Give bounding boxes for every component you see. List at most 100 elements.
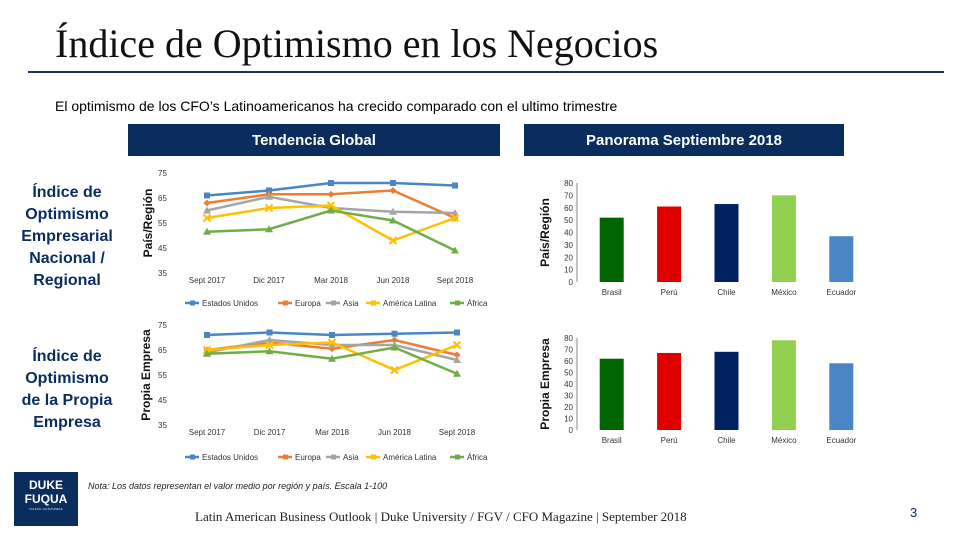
- legend-marker: [371, 454, 376, 460]
- data-point: [389, 207, 397, 215]
- side-label-line: Índice de: [32, 348, 102, 365]
- legend-label: Asia: [343, 453, 359, 462]
- page-number: 3: [910, 505, 918, 520]
- y-tick-label: 80: [564, 334, 573, 343]
- y-tick-label: 0: [569, 278, 574, 287]
- x-tick-label: Perú: [661, 288, 678, 297]
- data-point: [328, 180, 334, 186]
- data-point: [327, 206, 335, 214]
- y-tick-label: 75: [158, 169, 167, 178]
- data-point: [265, 347, 274, 355]
- legend-label: Asia: [343, 299, 359, 308]
- side-label-line: Regional: [33, 272, 101, 289]
- legend-marker: [371, 300, 376, 306]
- data-point: [265, 340, 274, 350]
- x-tick-label: Jun 2018: [377, 276, 410, 285]
- legend-label: África: [467, 299, 488, 308]
- y-tick-label: 50: [564, 216, 573, 225]
- x-tick-label: Chile: [717, 436, 736, 445]
- y-tick-label: 40: [564, 380, 573, 389]
- y-tick-label: 10: [564, 266, 573, 275]
- y-tick-label: 65: [158, 346, 167, 355]
- data-point: [452, 182, 458, 189]
- bar: [599, 358, 624, 430]
- data-point: [390, 180, 396, 186]
- legend-marker: [283, 454, 288, 460]
- data-point: [328, 341, 336, 348]
- data-point: [266, 187, 272, 194]
- x-tick-label: México: [771, 436, 797, 445]
- x-tick-label: Sept 2018: [437, 276, 474, 285]
- legend-marker: [283, 300, 288, 306]
- y-tick-label: 0: [569, 426, 574, 435]
- bar: [599, 217, 624, 282]
- data-point: [453, 356, 461, 363]
- legend-label: Europa: [295, 453, 321, 462]
- data-point: [391, 330, 398, 337]
- data-point: [203, 199, 211, 207]
- page-title: Índice de Optimismo en los Negocios: [55, 21, 659, 66]
- side-label-line: de la Propia: [21, 392, 113, 409]
- bar: [714, 204, 739, 282]
- data-point: [451, 209, 459, 216]
- y-tick-label: 45: [158, 396, 167, 405]
- y-tick-label: 55: [158, 371, 167, 380]
- x-tick-label: Sept 2017: [189, 428, 226, 437]
- data-point: [203, 349, 211, 357]
- y-tick-label: 40: [564, 229, 573, 238]
- bar: [829, 236, 854, 282]
- side-label-empresarial: Índice de Optimismo Empresarial Nacional…: [8, 182, 126, 292]
- x-tick-label: Mar 2018: [314, 276, 348, 285]
- data-point: [391, 336, 398, 344]
- legend-label: África: [467, 453, 488, 462]
- bar: [657, 206, 682, 282]
- side-label-line: Empresarial: [21, 228, 113, 245]
- x-tick-label: Brasil: [602, 288, 622, 297]
- data-point: [204, 192, 210, 199]
- data-point: [389, 216, 397, 224]
- y-tick-label: 30: [564, 241, 573, 250]
- x-tick-label: Ecuador: [826, 288, 856, 297]
- logo-text-line: DUKE: [28, 478, 63, 492]
- y-tick-label: 50: [564, 369, 573, 378]
- x-tick-label: Jun 2018: [378, 428, 411, 437]
- bar: [771, 195, 796, 282]
- legend-marker: [331, 454, 336, 460]
- x-tick-label: Dic 2017: [253, 276, 285, 285]
- data-point: [454, 329, 460, 336]
- data-point: [266, 329, 273, 336]
- bar: [829, 363, 854, 430]
- side-label-line: Nacional /: [29, 250, 105, 267]
- side-label-propia-empresa: Índice de Optimismo de la Propia Empresa: [8, 346, 126, 434]
- y-tick-label: 30: [564, 392, 573, 401]
- x-tick-label: Perú: [661, 436, 678, 445]
- y-tick-label: 65: [158, 194, 167, 203]
- data-point: [328, 354, 336, 362]
- data-point: [203, 227, 211, 235]
- legend-marker: [190, 300, 195, 306]
- y-tick-label: 20: [564, 253, 573, 262]
- x-tick-label: Dic 2017: [254, 428, 286, 437]
- y-axis-label: Propia Empresa: [139, 329, 153, 421]
- data-point: [450, 213, 460, 223]
- y-tick-label: 70: [564, 191, 573, 200]
- side-label-line: Índice de: [32, 184, 102, 201]
- data-point: [265, 225, 273, 233]
- data-point: [451, 246, 459, 254]
- x-tick-label: México: [771, 288, 797, 297]
- y-axis-label: País/Región: [141, 189, 155, 258]
- footnote: Nota: Los datos representan el valor med…: [88, 481, 388, 491]
- data-point: [389, 187, 397, 194]
- x-tick-label: Sept 2017: [189, 276, 226, 285]
- side-label-line: Empresa: [33, 414, 101, 431]
- legend-label: Europa: [295, 299, 321, 308]
- legend-label: América Latina: [383, 453, 437, 462]
- data-point: [329, 332, 335, 338]
- legend-label: Estados Unidos: [202, 299, 258, 308]
- y-tick-label: 55: [158, 219, 167, 228]
- logo-text-line: SCHOOL OF BUSINESS: [29, 507, 63, 511]
- title-divider: [28, 71, 944, 73]
- side-label-line: Optimismo: [25, 370, 109, 387]
- bar: [714, 351, 739, 430]
